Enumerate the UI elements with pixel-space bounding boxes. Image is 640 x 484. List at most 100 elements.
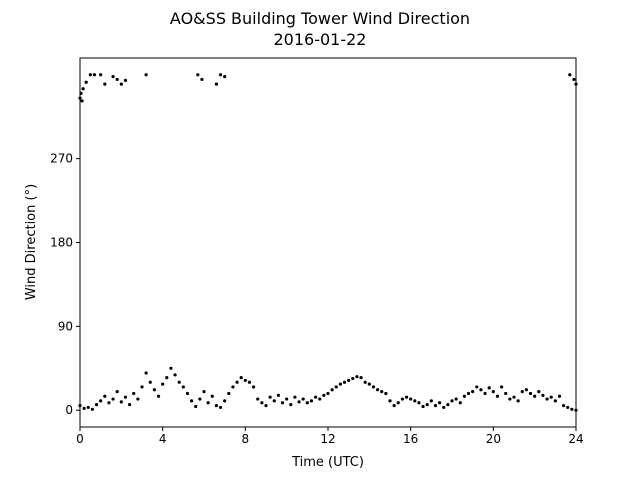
point: [202, 389, 206, 394]
point: [214, 403, 218, 408]
point: [276, 393, 280, 397]
point: [181, 385, 185, 389]
point: [94, 403, 99, 407]
point: [86, 405, 90, 410]
point: [223, 399, 227, 403]
point: [231, 385, 235, 389]
point: [454, 397, 458, 401]
point: [450, 399, 454, 403]
point: [90, 407, 94, 411]
point: [314, 395, 318, 399]
point: [107, 401, 111, 405]
point: [198, 397, 202, 401]
point: [380, 389, 384, 394]
point: [553, 399, 557, 403]
point: [297, 400, 301, 404]
point: [347, 378, 351, 383]
point: [566, 405, 570, 410]
point: [194, 404, 198, 409]
point: [136, 397, 140, 401]
point: [82, 406, 86, 410]
y-tick-label: 0: [65, 403, 73, 417]
point: [103, 394, 107, 398]
point: [111, 397, 115, 401]
point: [409, 397, 413, 401]
point: [483, 391, 487, 396]
x-tick-label: 20: [486, 432, 501, 446]
x-tick-label: 4: [159, 432, 167, 446]
chart-title: AO&SS Building Tower Wind Direction: [170, 9, 470, 28]
point: [417, 401, 421, 405]
point: [359, 376, 363, 380]
point: [78, 403, 82, 408]
point: [376, 388, 380, 392]
point: [88, 73, 92, 77]
point: [396, 401, 400, 405]
point: [84, 80, 88, 84]
point: [446, 403, 450, 407]
point: [80, 99, 84, 103]
point: [200, 77, 204, 82]
point: [309, 399, 314, 403]
point: [132, 391, 136, 396]
point: [252, 385, 256, 389]
x-tick-label: 8: [242, 432, 250, 446]
point: [173, 373, 177, 377]
point: [128, 403, 132, 407]
point: [371, 385, 376, 389]
point: [272, 399, 276, 403]
point: [355, 375, 359, 379]
point: [574, 82, 578, 86]
point: [256, 397, 260, 401]
point: [99, 399, 103, 403]
y-axis-label: Wind Direction (°): [24, 184, 39, 300]
point: [425, 403, 429, 407]
point: [119, 400, 123, 404]
point: [442, 405, 446, 410]
point: [557, 394, 562, 398]
point: [103, 82, 107, 86]
point: [144, 73, 148, 77]
point: [516, 399, 520, 403]
point: [190, 399, 194, 403]
point: [528, 391, 533, 396]
x-axis-label: Time (UTC): [291, 455, 364, 470]
point: [351, 376, 355, 381]
point: [144, 371, 148, 375]
x-tick-label: 0: [76, 432, 84, 446]
point: [79, 91, 83, 96]
point: [123, 395, 128, 399]
point: [210, 394, 214, 398]
point: [301, 397, 305, 401]
point: [338, 382, 342, 386]
point: [196, 73, 200, 77]
point: [429, 399, 433, 403]
point: [458, 401, 462, 405]
point: [280, 401, 285, 405]
point: [326, 391, 330, 396]
point: [466, 391, 471, 396]
point: [218, 73, 223, 77]
point: [260, 401, 264, 405]
y-tick-label: 270: [50, 152, 73, 166]
point: [384, 391, 388, 396]
point: [363, 380, 367, 384]
point: [92, 73, 97, 77]
point: [119, 82, 123, 86]
point: [177, 380, 181, 384]
point: [562, 403, 566, 408]
point: [545, 397, 549, 401]
point: [99, 73, 103, 77]
point: [574, 408, 578, 412]
y-tick-label: 180: [50, 236, 73, 250]
point: [268, 395, 272, 399]
point: [392, 403, 396, 408]
point: [524, 388, 529, 392]
point: [537, 389, 541, 394]
point: [148, 380, 152, 384]
point: [572, 77, 576, 82]
point: [227, 391, 231, 396]
point: [206, 401, 210, 405]
point: [475, 385, 479, 389]
